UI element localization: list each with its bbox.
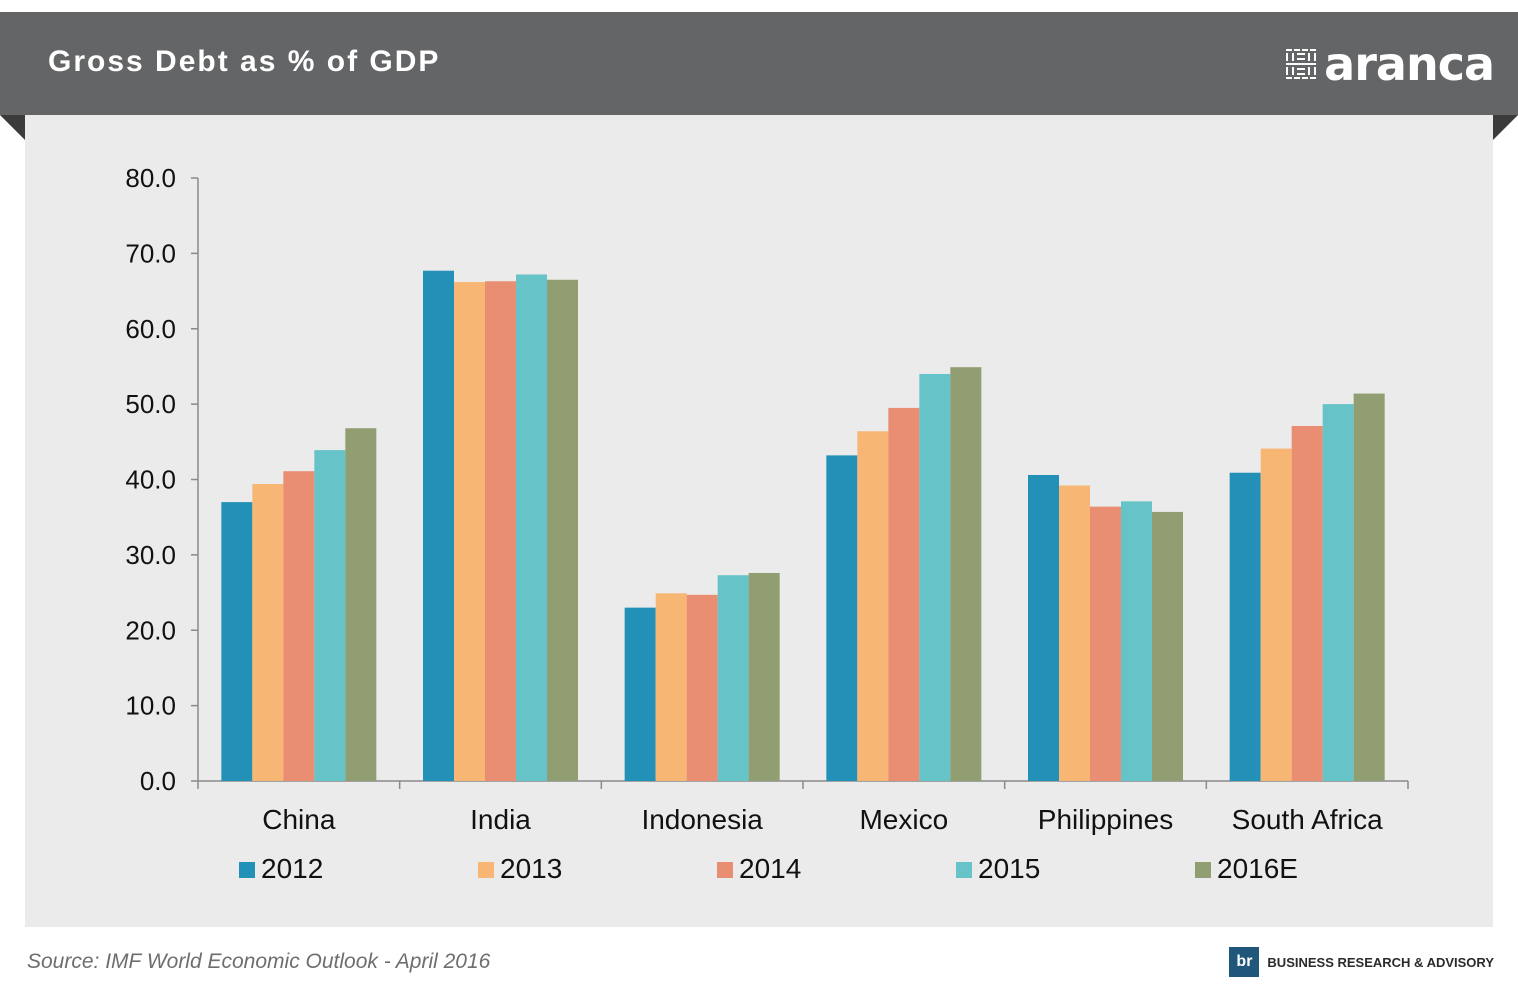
bar-india-2012 [423,270,454,781]
bar-india-2016e [547,279,578,781]
y-tick-label: 40.0 [125,465,176,495]
legend-label: 2013 [500,853,562,884]
bar-mexico-2014 [888,407,920,781]
bar-philippines-2016e [1152,511,1183,781]
y-tick-label: 0.0 [140,766,176,796]
legend-swatch [717,862,733,878]
y-tick-label: 20.0 [125,615,176,645]
bar-south-africa-2013 [1260,448,1292,781]
source-note: Source: IMF World Economic Outlook - Apr… [27,950,491,973]
logo-text: aranca [1324,37,1495,91]
bar-indonesia-2013 [655,593,687,781]
category-label: India [470,804,531,835]
banner-fold-left [0,115,25,140]
bar-south-africa-2012 [1229,472,1261,781]
legend-swatch [956,862,972,878]
y-tick-label: 50.0 [125,389,176,419]
category-label: South Africa [1232,804,1383,835]
bar-philippines-2013 [1059,485,1090,781]
bar-philippines-2012 [1028,474,1059,781]
bar-south-africa-2014 [1291,425,1323,781]
y-tick-label: 80.0 [125,163,176,193]
legend-swatch [478,862,494,878]
bar-mexico-2015 [919,373,951,781]
y-tick-label: 70.0 [125,238,176,268]
header-banner: Gross Debt as % of GDP aranca [0,12,1518,115]
page-title: Gross Debt as % of GDP [48,45,441,78]
bar-chart: 0.0 10.0 20.0 30.0 40.0 50.0 60.0 70.0 80.0 China… [125,163,1409,884]
y-tick-label: 30.0 [125,540,176,570]
y-tick-label: 10.0 [125,691,176,721]
legend-label: 2012 [261,853,323,884]
bar-china-2016e [345,428,377,781]
chart-panel: 0.0 10.0 20.0 30.0 40.0 50.0 60.0 70.0 80.0 China… [25,115,1493,927]
legend-label: 2015 [978,853,1040,884]
category-label: Philippines [1038,804,1173,835]
bar-indonesia-2016e [748,572,780,781]
bar-indonesia-2012 [624,607,656,781]
bar-indonesia-2015 [717,575,749,781]
category-label: Indonesia [641,804,763,835]
aranca-logo: aranca [1286,36,1495,92]
bar-china-2014 [283,471,315,781]
category-label: Mexico [859,804,948,835]
bar-mexico-2016e [950,367,982,781]
bar-philippines-2014 [1090,506,1121,781]
bar-mexico-2012 [826,455,858,781]
banner-fold-right [1493,115,1518,140]
logo-mark-icon [1286,49,1317,79]
bar-india-2014 [485,281,516,781]
category-label: China [262,804,336,835]
bar-south-africa-2015 [1322,404,1354,781]
y-tick-label: 60.0 [125,314,176,344]
brand-text: BUSINESS RESEARCH & ADVISORY [1267,954,1494,970]
bar-south-africa-2016e [1353,393,1385,781]
legend-swatch [1195,862,1211,878]
legend-label: 2016E [1217,853,1298,884]
legend-swatch [239,862,255,878]
bar-india-2013 [454,282,485,781]
br-logo-icon: br [1229,947,1260,977]
bar-india-2015 [516,274,547,781]
brand-tag: br BUSINESS RESEARCH & ADVISORY [1229,946,1494,978]
bar-china-2013 [252,484,284,781]
bar-mexico-2013 [857,431,889,781]
bar-indonesia-2014 [686,594,718,781]
bar-china-2012 [221,502,253,781]
legend-label: 2014 [739,853,801,884]
bar-philippines-2015 [1121,501,1152,781]
bar-china-2015 [314,450,346,781]
